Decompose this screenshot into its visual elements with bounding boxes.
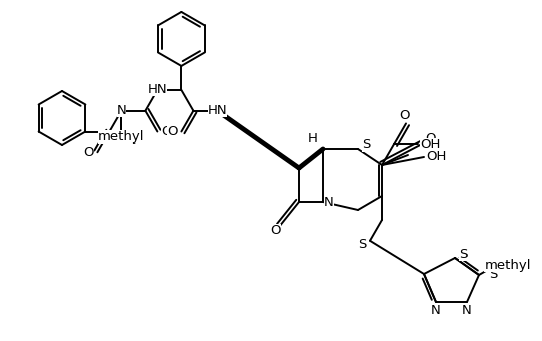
Text: S: S <box>362 138 370 151</box>
Text: N: N <box>117 104 126 117</box>
Text: O: O <box>83 146 94 159</box>
Text: HN: HN <box>208 104 227 117</box>
Text: O: O <box>270 223 281 237</box>
Text: OH: OH <box>426 150 446 163</box>
Text: HN: HN <box>147 84 167 97</box>
Text: O: O <box>167 125 178 138</box>
Text: N: N <box>462 303 472 316</box>
Text: OH: OH <box>420 138 440 151</box>
Text: S: S <box>489 268 497 282</box>
Text: S: S <box>459 248 467 261</box>
Text: H: H <box>308 133 318 146</box>
Text: N: N <box>324 195 334 208</box>
Text: S: S <box>358 238 366 251</box>
Text: S: S <box>459 248 467 261</box>
Text: O: O <box>161 125 172 138</box>
Text: O: O <box>425 132 435 145</box>
Text: N: N <box>431 303 441 316</box>
Text: methyl: methyl <box>98 131 145 144</box>
Text: methyl: methyl <box>485 259 531 272</box>
Text: methyl: methyl <box>98 130 145 144</box>
Text: O: O <box>400 109 410 122</box>
